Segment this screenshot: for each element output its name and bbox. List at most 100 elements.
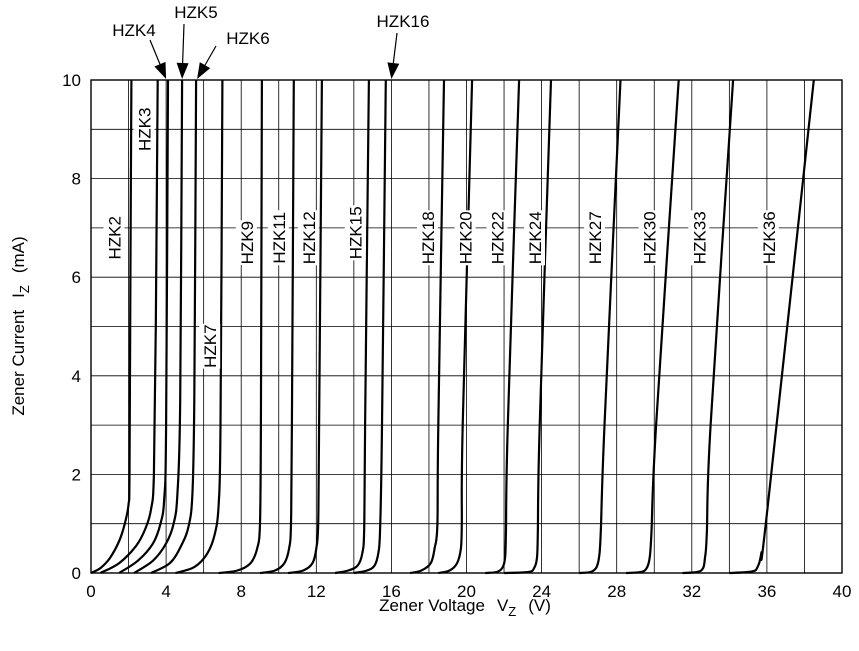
curve-hzk30 [626, 79, 680, 575]
x-tick-label: 8 [236, 582, 245, 601]
curve-label-bg [584, 210, 606, 266]
curve-label-group: HZK12 [297, 210, 319, 266]
curve-label-bg [486, 210, 508, 266]
arrow-head [197, 62, 211, 79]
curve-label-group: HZK27 [584, 210, 606, 266]
x-tick-label: 40 [833, 582, 852, 601]
curve-label-bg [417, 210, 438, 266]
y-axis-symbol: I [9, 293, 28, 298]
y-tick-label: 6 [72, 268, 81, 287]
x-tick-label: 20 [457, 582, 476, 601]
curve-hzk4 [118, 79, 170, 574]
curve-label-hzk24: HZK24 [526, 211, 545, 264]
curve-hzk7 [175, 79, 224, 575]
curve-hzk27 [579, 79, 622, 575]
curve-label-group: HZK15 [344, 205, 366, 261]
curve-label-group: HZK22 [486, 210, 508, 266]
curve-label-bg [297, 210, 319, 266]
curve-label-hzk22: HZK22 [489, 211, 508, 264]
curve-label-group: HZK9 [235, 220, 257, 266]
curve-hzk33 [682, 79, 735, 575]
curve-label-hzk18: HZK18 [419, 211, 438, 264]
curve-label-group: HZK24 [524, 210, 545, 266]
plot-frame [90, 79, 843, 574]
curve-label-bg [688, 210, 710, 266]
curve-hzk11 [259, 79, 295, 575]
arrow-label-hzk16: HZK16 [377, 12, 430, 31]
x-axis-label: Zener Voltage VZ (V) [379, 596, 551, 619]
arrow-label-hzk6: HZK6 [226, 29, 269, 48]
x-axis-symbol: V [497, 596, 509, 615]
x-tick-label: 12 [307, 582, 326, 601]
curve-labels: HZK2 HZK3 HZK7 HZK9 HZK11 HZK12 HZK15 HZK18 HZK2… [103, 106, 779, 369]
x-tick-label: 28 [607, 582, 626, 601]
curve-label-bg [638, 210, 660, 266]
y-tick-label: 10 [62, 71, 81, 90]
curve-label-group: HZK20 [454, 210, 476, 266]
x-axis-subscript: Z [508, 604, 516, 619]
curve-hzk12 [287, 79, 323, 575]
curve-label-bg [454, 210, 476, 266]
curve-label-group: HZK18 [417, 210, 438, 266]
curve-label-hzk11: HZK11 [270, 212, 289, 264]
x-tick-label: 36 [757, 582, 776, 601]
curve-label-hzk20: HZK20 [457, 211, 476, 264]
curve-label-hzk9: HZK9 [238, 221, 257, 264]
curve-hzk2 [90, 79, 133, 574]
y-axis-label: Zener Current IZ (mA) [9, 236, 32, 415]
curve-label-bg [235, 220, 257, 266]
curve-hzk22 [485, 79, 521, 575]
y-axis-unit: (mA) [9, 236, 28, 273]
y-axis-subscript: Z [17, 285, 32, 293]
x-axis-unit: (V) [528, 596, 551, 615]
curve-label-hzk3: HZK3 [136, 108, 155, 151]
curve-label-bg [199, 323, 221, 369]
curve-label-group: HZK36 [757, 210, 779, 266]
arrow-shaft [204, 45, 217, 66]
curve-hzk16 [353, 79, 387, 575]
y-axis-label-text: Zener Current [9, 310, 28, 416]
x-tick-label: 24 [532, 582, 551, 601]
y-tick-label: 4 [72, 367, 81, 386]
curve-hzk3 [99, 79, 159, 574]
curve-label-hzk15: HZK15 [347, 206, 366, 259]
arrow-shaft [182, 23, 185, 64]
x-tick-label: 0 [86, 582, 95, 601]
arrow-head [154, 61, 167, 79]
curve-label-bg [344, 205, 366, 261]
x-tick-label: 4 [161, 582, 170, 601]
curve-hzk18 [409, 79, 446, 575]
arrow-shaft [149, 39, 161, 65]
arrow-shaft [392, 32, 398, 64]
curve-hzk24 [504, 79, 553, 575]
series-curves [90, 79, 815, 575]
curve-hzk6 [150, 79, 198, 574]
curve-label-bg [133, 106, 155, 152]
arrow-label-hzk4: HZK4 [112, 21, 155, 40]
curve-label-bg [757, 210, 779, 266]
x-axis-ticks: 0 4 8 12 16 20 24 28 32 36 40 [86, 582, 851, 601]
curve-label-hzk7: HZK7 [201, 324, 220, 367]
x-axis-label-text: Zener Voltage [379, 596, 485, 615]
curve-label-group: HZK3 [133, 106, 155, 152]
curve-label-bg [524, 210, 545, 266]
curve-label-hzk36: HZK36 [760, 211, 779, 264]
arrow-annotations: HZK4 HZK5 HZK6 HZK16 [112, 3, 429, 79]
curve-label-group: HZK11 [267, 210, 289, 266]
curve-label-hzk12: HZK12 [300, 211, 319, 264]
curve-label-bg [267, 210, 289, 266]
x-tick-label: 32 [682, 582, 701, 601]
y-tick-label: 2 [72, 465, 81, 484]
curve-label-group: HZK30 [638, 210, 660, 266]
curve-label-hzk27: HZK27 [586, 211, 605, 264]
curve-hzk15 [334, 79, 370, 575]
curve-hzk9 [218, 79, 263, 575]
curve-label-hzk33: HZK33 [690, 211, 709, 264]
arrow-head [387, 62, 400, 79]
curve-hzk20 [438, 79, 474, 575]
curve-label-group: HZK2 [103, 215, 125, 261]
y-axis-ticks: 0 2 4 6 8 10 [62, 71, 81, 583]
curve-label-group: HZK33 [688, 210, 710, 266]
y-tick-label: 8 [72, 170, 81, 189]
